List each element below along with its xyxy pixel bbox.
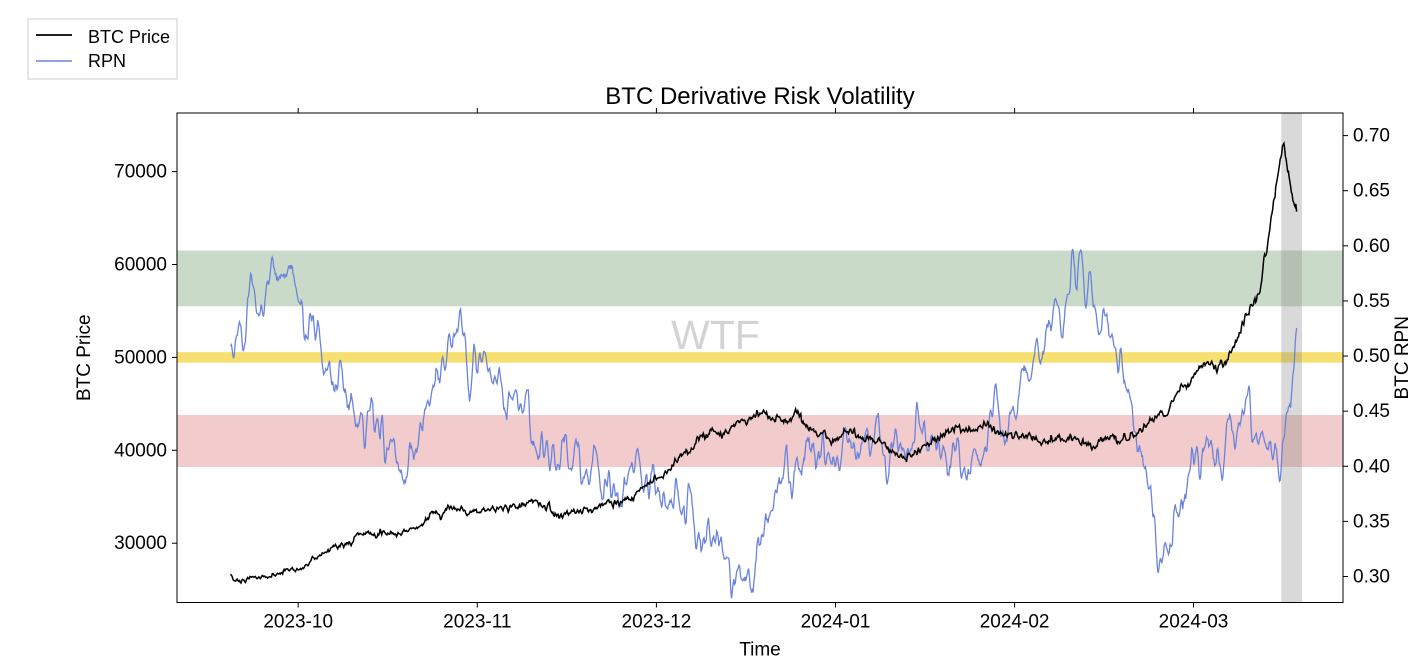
svg-text:Time: Time	[739, 640, 781, 661]
svg-text:RPN: RPN	[88, 51, 126, 71]
svg-text:BTC RPN: BTC RPN	[1392, 316, 1413, 399]
svg-text:2023-10: 2023-10	[263, 612, 333, 633]
svg-text:0.30: 0.30	[1353, 567, 1390, 588]
svg-text:50000: 50000	[114, 347, 167, 368]
svg-text:0.65: 0.65	[1353, 181, 1390, 202]
svg-text:2024-03: 2024-03	[1159, 612, 1229, 633]
svg-text:0.40: 0.40	[1353, 456, 1390, 477]
svg-text:2024-02: 2024-02	[980, 612, 1050, 633]
svg-text:2024-01: 2024-01	[801, 612, 871, 633]
svg-text:60000: 60000	[114, 255, 167, 276]
svg-text:2023-12: 2023-12	[622, 612, 692, 633]
svg-text:0.35: 0.35	[1353, 511, 1390, 532]
svg-text:70000: 70000	[114, 162, 167, 183]
svg-text:0.60: 0.60	[1353, 236, 1390, 257]
svg-text:40000: 40000	[114, 440, 167, 461]
svg-text:BTC Price: BTC Price	[88, 27, 170, 47]
svg-text:0.70: 0.70	[1353, 126, 1390, 147]
svg-text:WTF: WTF	[671, 312, 760, 358]
svg-text:BTC Derivative Risk Volatility: BTC Derivative Risk Volatility	[605, 83, 914, 110]
svg-text:0.55: 0.55	[1353, 291, 1390, 312]
svg-text:0.50: 0.50	[1353, 346, 1390, 367]
svg-text:BTC Price: BTC Price	[74, 314, 95, 401]
svg-text:0.45: 0.45	[1353, 401, 1390, 422]
svg-text:30000: 30000	[114, 533, 167, 554]
svg-text:2023-11: 2023-11	[443, 612, 511, 633]
